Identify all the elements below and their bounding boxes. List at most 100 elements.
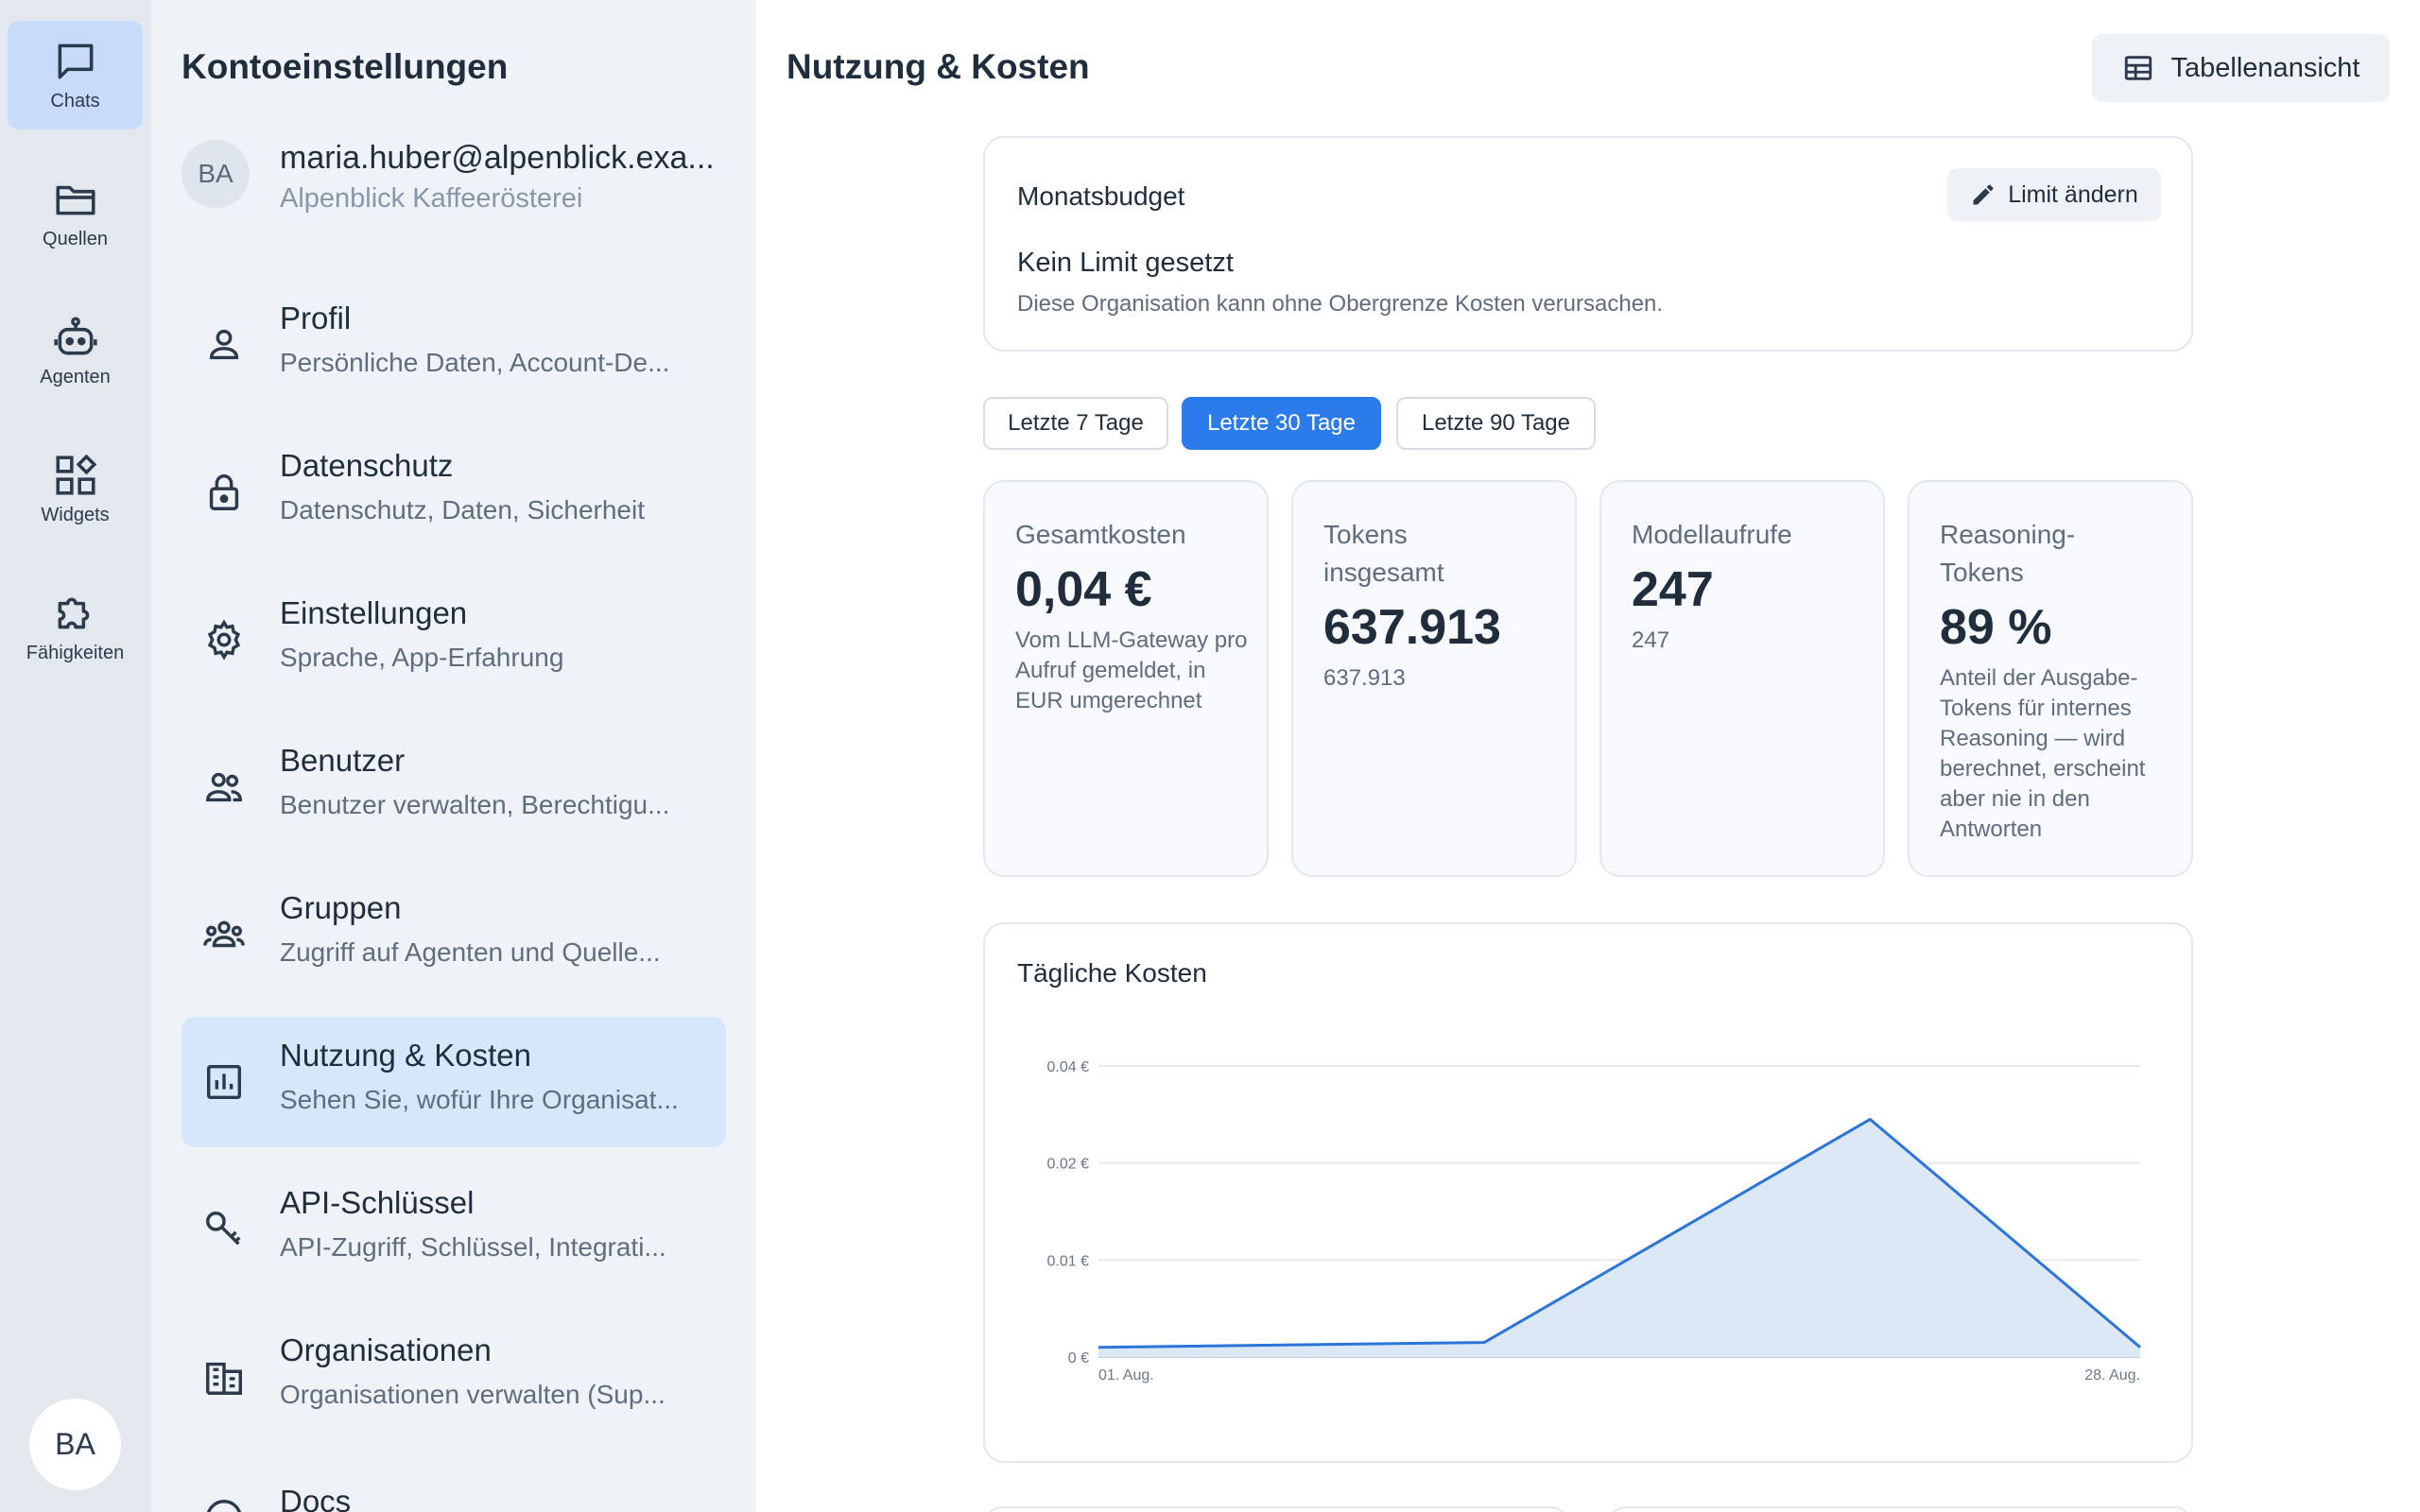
x-tick-label: 28. Aug.	[2084, 1367, 2140, 1383]
table-view-button[interactable]: Tabellenansicht	[2092, 34, 2390, 102]
budget-status: Kein Limit gesetzt	[1017, 248, 1234, 278]
rail-item-label: Agenten	[40, 367, 111, 387]
puzzle-icon	[58, 597, 89, 629]
account-avatar: BA	[182, 140, 250, 208]
stat-card-reasoning-tokens: Reasoning-Tokens 89 % Anteil der Ausgabe…	[1908, 480, 2193, 877]
stat-card-total-cost: Gesamtkosten 0,04 € Vom LLM-Gateway pro …	[983, 480, 1269, 877]
range-30-days[interactable]: Letzte 30 Tage	[1182, 397, 1381, 450]
stat-label: Tokens insgesamt	[1323, 520, 1444, 587]
key-icon	[206, 1211, 241, 1246]
account-info[interactable]: BA maria.huber@alpenblick.exa... Alpenbl…	[182, 132, 730, 236]
stat-detail: Vom LLM-Gateway pro Aufruf gemeldet, in …	[1015, 627, 1248, 713]
rail-item-quellen[interactable]: Quellen	[8, 159, 143, 267]
nav-item-sub: Benutzer verwalten, Berechtigu...	[280, 790, 670, 819]
nav-item-einstellungen[interactable]: Einstellungen Sprache, App-Erfahrung	[182, 575, 726, 705]
lock-icon	[209, 474, 239, 510]
budget-description: Diese Organisation kann ohne Obergrenze …	[1017, 291, 1664, 317]
nav-item-label: Einstellungen	[280, 595, 468, 630]
edit-limit-button[interactable]: Limit ändern	[1947, 168, 2161, 221]
nav-item-gruppen[interactable]: Gruppen Zugriff auf Agenten und Quelle..…	[182, 869, 726, 1000]
rail-item-label: Quellen	[43, 229, 108, 249]
person-icon	[209, 329, 239, 360]
nav-item-label: Nutzung & Kosten	[280, 1038, 531, 1073]
groups-icon	[203, 920, 245, 948]
nav-item-sub: Zugriff auf Agenten und Quelle...	[280, 937, 661, 967]
edit-limit-label: Limit ändern	[2008, 180, 2138, 208]
daily-cost-plot: 0 € 0.01 € 0.02 € 0.04 € 01. Aug. 28. Aug.	[1047, 1059, 2141, 1383]
nav-item-label: Profil	[280, 301, 352, 335]
bar-chart-icon	[206, 1064, 242, 1100]
next-card-right	[1607, 1506, 2193, 1512]
nav-item-label: Datenschutz	[280, 448, 454, 483]
rail-item-agenten[interactable]: Agenten	[8, 297, 143, 405]
rail-item-faehigkeiten[interactable]: Fähigkeiten	[8, 573, 143, 681]
widgets-icon	[55, 454, 96, 495]
range-90-days[interactable]: Letzte 90 Tage	[1396, 397, 1596, 450]
nav-item-api-schluessel[interactable]: API-Schlüssel API-Zugriff, Schlüssel, In…	[182, 1164, 726, 1295]
stat-detail: 637.913	[1323, 665, 1406, 691]
nav-item-sub: Sprache, App-Erfahrung	[280, 643, 564, 672]
panel-title: Kontoeinstellungen	[182, 47, 509, 86]
rail-item-widgets[interactable]: Widgets	[8, 435, 143, 543]
settings-panel: Kontoeinstellungen BA maria.huber@alpenb…	[151, 0, 756, 1512]
stat-label: Gesamtkosten	[1015, 520, 1186, 549]
stat-value: 637.913	[1323, 600, 1501, 655]
series-area	[1098, 1119, 2140, 1357]
page-title: Nutzung & Kosten	[786, 47, 1090, 86]
nav-item-label: API-Schlüssel	[280, 1185, 475, 1220]
nav-item-label: Gruppen	[280, 890, 402, 925]
nav-item-sub: Organisationen verwalten (Sup...	[280, 1380, 666, 1409]
nav-item-benutzer[interactable]: Benutzer Benutzer verwalten, Berechtigu.…	[182, 722, 726, 852]
range-7-days[interactable]: Letzte 7 Tage	[983, 397, 1168, 450]
y-tick-label: 0.04 €	[1047, 1059, 1090, 1075]
docs-icon	[206, 1500, 242, 1512]
budget-title: Monatsbudget	[1017, 181, 1185, 211]
user-avatar[interactable]: BA	[29, 1399, 121, 1490]
y-tick-label: 0.02 €	[1047, 1157, 1090, 1173]
robot-icon	[53, 317, 97, 355]
nav-item-label: Docs	[280, 1484, 352, 1512]
stat-detail: Anteil der Ausgabe-Tokens für internes R…	[1940, 665, 2146, 842]
nav-item-sub: API-Zugriff, Schlüssel, Integrati...	[280, 1232, 666, 1262]
nav-item-sub: Datenschutz, Daten, Sicherheit	[280, 495, 645, 524]
nav-item-docs[interactable]: Docs	[182, 1459, 726, 1512]
nav-item-sub: Sehen Sie, wofür Ihre Organisat...	[280, 1085, 679, 1114]
folder-icon	[55, 185, 95, 215]
rail-item-label: Chats	[50, 91, 100, 112]
chart-title: Tägliche Kosten	[1017, 958, 1207, 988]
stat-card-tokens: Tokens insgesamt 637.913 637.913	[1291, 480, 1577, 877]
rail-item-chats[interactable]: Chats	[8, 21, 143, 129]
stat-value: 247	[1632, 562, 1714, 617]
rail-item-label: Fähigkeiten	[26, 643, 125, 663]
x-tick-label: 01. Aug.	[1098, 1367, 1154, 1383]
building-icon	[206, 1362, 242, 1395]
app-rail: Chats Quellen Agenten Widgets Fähigkeite…	[0, 0, 151, 1512]
nav-item-organisationen[interactable]: Organisationen Organisationen verwalten …	[182, 1312, 726, 1442]
nav-item-sub: Persönliche Daten, Account-De...	[280, 348, 670, 377]
nav-item-profil[interactable]: Profil Persönliche Daten, Account-De...	[182, 280, 726, 410]
stat-value: 0,04 €	[1015, 562, 1152, 617]
account-org: Alpenblick Kaffeerösterei	[280, 183, 583, 214]
nav-item-label: Benutzer	[280, 743, 406, 778]
pencil-icon	[1973, 184, 1994, 205]
nav-item-nutzung-kosten[interactable]: Nutzung & Kosten Sehen Sie, wofür Ihre O…	[182, 1017, 726, 1147]
table-view-label: Tabellenansicht	[2170, 52, 2360, 83]
nav-item-datenschutz[interactable]: Datenschutz Datenschutz, Daten, Sicherhe…	[182, 427, 726, 558]
rail-item-label: Widgets	[41, 505, 110, 525]
users-icon	[206, 772, 242, 802]
stat-label: Modellaufrufe	[1632, 520, 1792, 549]
series-line	[1098, 1117, 2141, 1349]
budget-card: Monatsbudget Limit ändern Kein Limit ges…	[983, 136, 2193, 352]
chat-icon	[58, 43, 93, 79]
nav-item-label: Organisationen	[280, 1332, 492, 1367]
stat-value: 89 %	[1940, 600, 2052, 655]
next-card-left	[983, 1506, 1569, 1512]
y-tick-label: 0 €	[1068, 1350, 1089, 1366]
stat-card-model-calls: Modellaufrufe 247 247	[1599, 480, 1885, 877]
daily-cost-chart: Tägliche Kosten 0 € 0.01 € 0.02 € 0.04 € 01.…	[983, 922, 2193, 1463]
y-tick-label: 0.01 €	[1047, 1253, 1090, 1269]
stat-label: Reasoning-Tokens	[1940, 520, 2076, 587]
table-icon	[2124, 56, 2152, 80]
account-email: maria.huber@alpenblick.exa...	[280, 140, 715, 176]
stat-detail: 247	[1632, 627, 1670, 653]
